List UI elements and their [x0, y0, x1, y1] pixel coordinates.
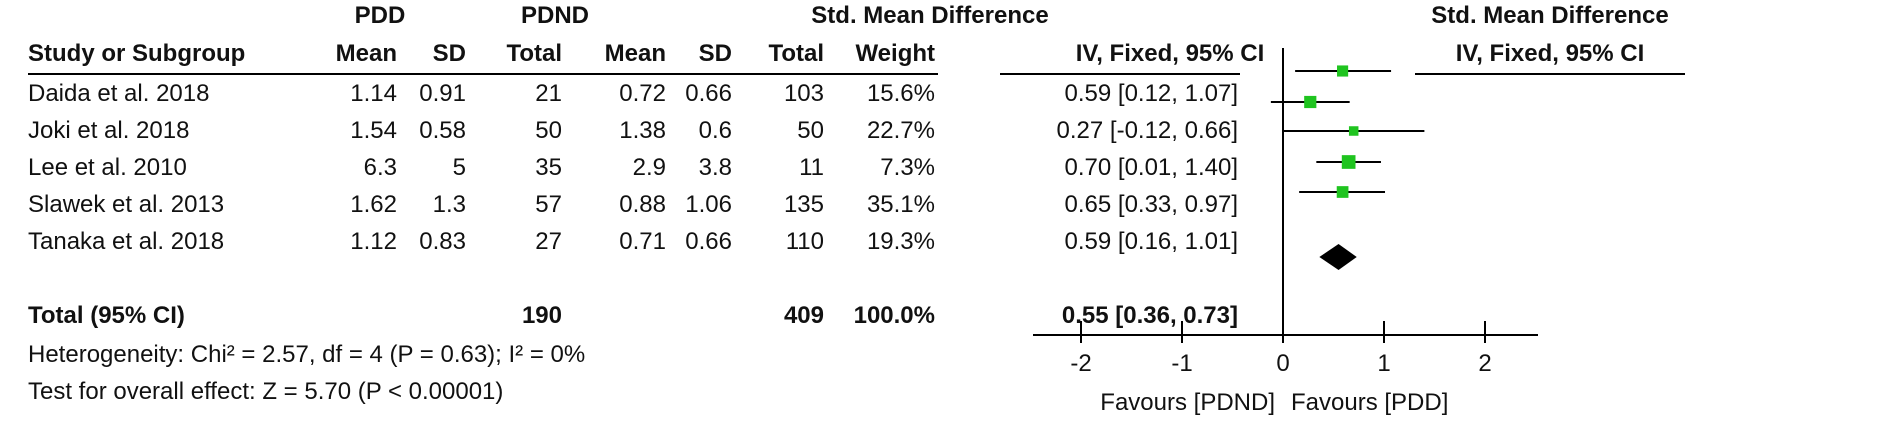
total2-cell: 11: [799, 154, 824, 181]
study-marker: [1348, 126, 1359, 136]
total-weight: 100.0%: [853, 302, 935, 329]
weight-cell: 35.1%: [866, 191, 935, 218]
total1-cell: 35: [535, 154, 562, 181]
total1-cell: 21: [535, 80, 562, 107]
overall-effect-note: Test for overall effect: Z = 5.70 (P < 0…: [28, 378, 504, 405]
heterogeneity-note: Heterogeneity: Chi² = 2.57, df = 4 (P = …: [28, 341, 586, 368]
study-name: Daida et al. 2018: [28, 80, 210, 107]
total-ci: 0.55 [0.36, 0.73]: [1061, 302, 1238, 329]
col-weight: Weight: [855, 40, 935, 67]
study-name: Lee et al. 2010: [28, 154, 187, 181]
weight-cell: 19.3%: [866, 228, 935, 255]
sd2-cell: 0.66: [685, 80, 732, 107]
study-marker: [1304, 95, 1317, 109]
x-tick-label: -2: [1070, 350, 1091, 377]
total-label: Total (95% CI): [28, 302, 185, 329]
effect-table-header: Std. Mean Difference: [811, 2, 1049, 29]
effect-table-subheader: IV, Fixed, 95% CI: [1075, 40, 1265, 67]
weight-cell: 22.7%: [866, 117, 935, 144]
mean1-cell: 1.14: [350, 80, 397, 107]
study-marker: [1337, 65, 1349, 77]
mean1-cell: 1.54: [350, 117, 397, 144]
favours-left-label: Favours [PDND]: [1100, 389, 1275, 416]
sd2-cell: 1.06: [685, 191, 732, 218]
col-study: Study or Subgroup: [28, 40, 246, 67]
pooled-diamond: [1319, 244, 1357, 270]
total1-cell: 50: [535, 117, 562, 144]
study-name: Slawek et al. 2013: [28, 191, 225, 218]
ci-cell: 0.65 [0.33, 0.97]: [1064, 191, 1238, 218]
total2-sum: 409: [783, 302, 824, 329]
mean1-cell: 1.12: [350, 228, 397, 255]
col-mean2: Mean: [604, 40, 666, 67]
mean2-cell: 0.88: [619, 191, 666, 218]
sd1-cell: 0.91: [419, 80, 466, 107]
sd1-cell: 0.58: [419, 117, 466, 144]
study-name: Joki et al. 2018: [28, 117, 190, 144]
sd2-cell: 0.6: [698, 117, 732, 144]
weight-cell: 15.6%: [866, 80, 935, 107]
col-sd1: SD: [432, 40, 466, 67]
col-sd2: SD: [698, 40, 732, 67]
x-tick-label: 2: [1478, 350, 1491, 377]
weight-cell: 7.3%: [880, 154, 935, 181]
sd1-cell: 1.3: [432, 191, 466, 218]
mean2-cell: 0.72: [619, 80, 666, 107]
total2-cell: 135: [783, 191, 824, 218]
group2-header: PDND: [520, 2, 589, 29]
col-total2: Total: [768, 40, 824, 67]
mean1-cell: 6.3: [363, 154, 397, 181]
total1-cell: 27: [535, 228, 562, 255]
ci-cell: 0.59 [0.12, 1.07]: [1064, 80, 1238, 107]
effect-plot-subheader: IV, Fixed, 95% CI: [1455, 40, 1645, 67]
total2-cell: 110: [785, 228, 824, 255]
study-name: Tanaka et al. 2018: [28, 228, 225, 255]
mean2-cell: 0.71: [619, 228, 666, 255]
x-tick-label: 1: [1377, 350, 1390, 377]
sd2-cell: 3.8: [698, 154, 732, 181]
ci-cell: 0.59 [0.16, 1.01]: [1064, 228, 1238, 255]
favours-right-label: Favours [PDD]: [1291, 389, 1448, 416]
study-marker: [1336, 186, 1349, 198]
ci-cell: 0.70 [0.01, 1.40]: [1064, 154, 1238, 181]
x-tick-label: 0: [1276, 350, 1289, 377]
sd1-cell: 5: [452, 154, 466, 181]
total2-cell: 50: [797, 117, 824, 144]
mean1-cell: 1.62: [350, 191, 397, 218]
sd2-cell: 0.66: [685, 228, 732, 255]
total1-sum: 190: [521, 302, 562, 329]
total2-cell: 103: [783, 80, 824, 107]
effect-plot-header: Std. Mean Difference: [1431, 2, 1669, 29]
total1-cell: 57: [535, 191, 562, 218]
ci-cell: 0.27 [-0.12, 0.66]: [1056, 117, 1238, 144]
mean2-cell: 1.38: [619, 117, 666, 144]
study-marker: [1341, 155, 1356, 169]
group1-header: PDD: [354, 2, 406, 29]
col-total1: Total: [506, 40, 562, 67]
sd1-cell: 0.83: [419, 228, 466, 255]
x-tick-label: -1: [1171, 350, 1192, 377]
col-mean1: Mean: [335, 40, 397, 67]
mean2-cell: 2.9: [632, 154, 666, 181]
